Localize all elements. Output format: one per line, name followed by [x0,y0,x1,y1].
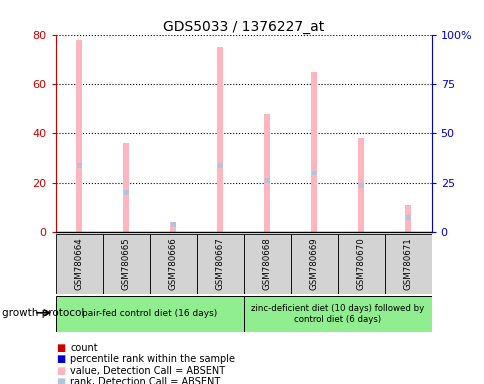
Text: ■: ■ [56,377,65,384]
Bar [170,222,175,227]
Text: GSM780666: GSM780666 [168,238,177,290]
Text: GSM780671: GSM780671 [403,238,412,290]
Text: ■: ■ [56,354,65,364]
Bar [243,234,290,294]
Bar [56,296,243,332]
Text: zinc-deficient diet (10 days) followed by
control diet (6 days): zinc-deficient diet (10 days) followed b… [251,304,424,324]
Bar [217,47,223,232]
Bar [311,170,316,175]
Text: GSM780665: GSM780665 [121,238,131,290]
Bar [123,190,129,195]
Bar [405,205,410,232]
Bar [311,72,317,232]
Bar [264,178,269,183]
Bar [150,234,197,294]
Text: GSM780667: GSM780667 [215,238,224,290]
Bar [170,222,176,232]
Bar [56,234,103,294]
Text: rank, Detection Call = ABSENT: rank, Detection Call = ABSENT [70,377,220,384]
Bar [217,163,222,168]
Bar [76,163,82,168]
Bar [197,234,243,294]
Bar [405,215,410,220]
Text: GSM780670: GSM780670 [356,238,365,290]
Bar [337,234,384,294]
Text: GSM780668: GSM780668 [262,238,271,290]
Bar [243,296,431,332]
Bar [264,114,270,232]
Bar [384,234,431,294]
Text: count: count [70,343,98,353]
Title: GDS5033 / 1376227_at: GDS5033 / 1376227_at [163,20,324,33]
Text: ■: ■ [56,366,65,376]
Text: growth protocol: growth protocol [2,308,85,318]
Bar [123,143,129,232]
Text: ■: ■ [56,343,65,353]
Text: GSM780664: GSM780664 [75,238,84,290]
Text: GSM780669: GSM780669 [309,238,318,290]
Bar [358,183,363,188]
Text: percentile rank within the sample: percentile rank within the sample [70,354,235,364]
Bar [358,138,363,232]
Bar [76,40,82,232]
Bar [290,234,337,294]
Text: pair-fed control diet (16 days): pair-fed control diet (16 days) [82,310,217,318]
Bar [103,234,150,294]
Text: value, Detection Call = ABSENT: value, Detection Call = ABSENT [70,366,225,376]
